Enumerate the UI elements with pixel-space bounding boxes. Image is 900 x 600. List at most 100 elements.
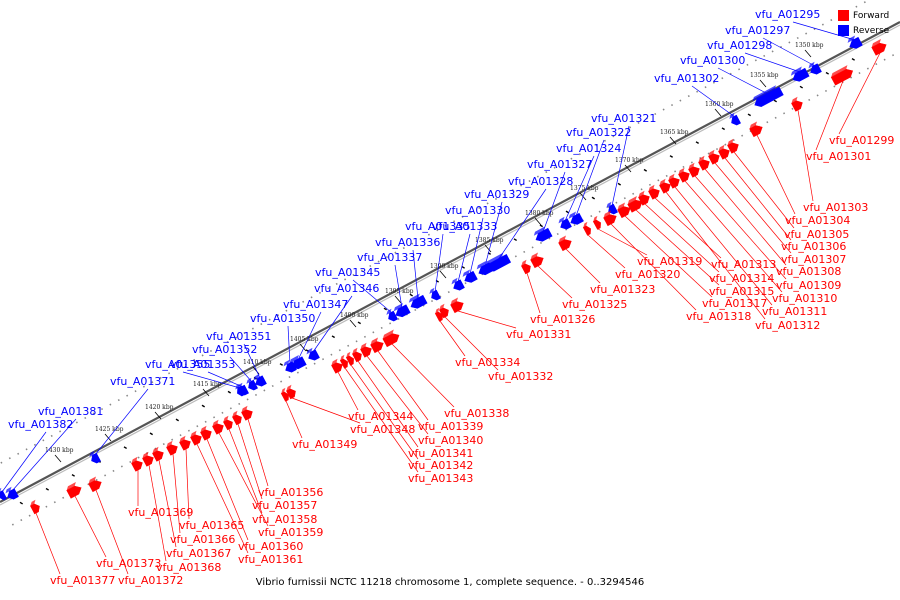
forward-gene-arrow <box>791 96 803 112</box>
forward-gene-label: vfu_A01301 <box>806 150 871 163</box>
forward-gene-arrow <box>638 190 650 206</box>
arrow-top-face <box>360 342 367 350</box>
reverse-gene-label: vfu_A01329 <box>464 188 529 201</box>
arrow-top-face <box>370 337 379 345</box>
reverse-swatch <box>838 25 849 36</box>
arrow-top-face <box>583 221 588 228</box>
reverse-leader-line <box>691 85 736 118</box>
forward-gene-arrow <box>648 184 660 200</box>
arrow-body <box>464 270 478 283</box>
reverse-leader-line <box>394 264 403 309</box>
arrow-top-face <box>668 173 675 181</box>
reverse-leader-line <box>611 125 630 207</box>
reverse-gene-label: vfu_A01321 <box>591 112 656 125</box>
arrow-top-face <box>246 377 252 384</box>
dash-mark <box>357 321 362 325</box>
legend-label: Forward <box>853 10 890 21</box>
forward-gene-arrow <box>179 435 191 451</box>
forward-gene-label: vfu_A01349 <box>292 438 357 451</box>
scale-tick-label: 1365 kbp <box>660 129 689 136</box>
arrow-body <box>434 311 443 322</box>
forward-gene-arrow <box>345 351 354 366</box>
forward-gene-label: vfu_A01372 <box>118 574 183 587</box>
forward-gene-arrow <box>708 149 720 165</box>
reverse-gene-arrow <box>246 377 258 391</box>
forward-gene-label: vfu_A01368 <box>156 561 221 574</box>
reverse-gene-label: vfu_A01336 <box>375 236 440 249</box>
forward-gene-arrow <box>212 419 224 435</box>
reverse-leader-line <box>792 21 856 41</box>
arrow-body <box>718 148 730 160</box>
reverse-gene-label: vfu_A01346 <box>314 282 379 295</box>
forward-leader-line <box>35 512 61 575</box>
arrow-body <box>190 434 202 446</box>
forward-gene-arrow <box>830 65 854 86</box>
reverse-gene-label: vfu_A01322 <box>566 126 631 139</box>
dash-mark <box>175 418 180 422</box>
arrow-body <box>142 455 154 467</box>
arrow-body <box>450 301 464 314</box>
arrow-body <box>792 67 810 82</box>
reverse-gene-label: vfu_A01295 <box>755 8 820 21</box>
forward-gene-arrow <box>339 354 348 369</box>
forward-gene-arrow <box>280 387 289 402</box>
arrow-top-face <box>831 65 848 78</box>
arrow-top-face <box>530 252 539 260</box>
forward-gene-label: vfu_A01318 <box>686 310 751 323</box>
scale-tick <box>202 388 210 397</box>
arrow-top-face <box>66 482 76 491</box>
reverse-gene-arrow <box>0 487 8 501</box>
reverse-gene-label: vfu_A01298 <box>707 39 772 52</box>
reverse-gene-label: vfu_A01350 <box>250 312 315 325</box>
arrow-top-face <box>289 355 299 364</box>
dash-mark <box>227 390 232 394</box>
arrow-top-face <box>688 162 695 170</box>
dash-mark <box>19 501 24 505</box>
forward-leader-line <box>526 272 541 314</box>
dash-mark <box>279 363 284 366</box>
arrow-top-face <box>253 373 260 381</box>
reverse-leader-line <box>497 188 547 261</box>
forward-gene-label: vfu_A01338 <box>444 407 509 420</box>
reverse-gene-arrow <box>235 383 246 397</box>
scale-tick-label: 1370 kbp <box>615 157 644 164</box>
forward-leader-line <box>285 400 303 439</box>
arrow-body <box>308 349 320 361</box>
scale-tick-label: 1420 kbp <box>145 404 174 411</box>
arrow-body <box>388 310 398 322</box>
scale-tick-label: 1355 kbp <box>750 72 779 79</box>
scale-tick <box>252 366 260 375</box>
forward-gene-label: vfu_A01367 <box>166 547 231 560</box>
forward-gene-arrow <box>558 235 572 252</box>
dash-mark <box>331 335 336 339</box>
arrow-top-face <box>752 85 776 102</box>
arrow-top-face <box>152 446 159 454</box>
arrow-top-face <box>232 410 238 417</box>
arrow-top-face <box>485 252 504 266</box>
scale-tick-label: 1380 kbp <box>525 210 554 217</box>
dash-mark <box>721 127 726 131</box>
reverse-gene-label: vfu_A01327 <box>527 158 592 171</box>
arrow-body <box>88 480 102 493</box>
forward-gene-arrow <box>718 144 730 160</box>
reverse-leader-line <box>484 201 503 267</box>
arrow-top-face <box>617 202 626 210</box>
arrow-body <box>678 171 690 183</box>
dash-mark <box>747 113 752 117</box>
scale-tick-label: 1425 kbp <box>95 426 124 433</box>
arrow-top-face <box>678 167 685 175</box>
arrow-body <box>648 188 660 200</box>
arrow-top-face <box>533 226 545 236</box>
arrow-body <box>248 379 258 391</box>
arrow-body <box>91 452 101 464</box>
arrow-body <box>849 36 863 49</box>
reverse-leader-line <box>469 217 484 275</box>
forward-gene-label: vfu_A01357 <box>252 499 317 512</box>
arrow-top-face <box>382 329 394 339</box>
forward-gene-arrow <box>286 384 296 400</box>
arrow-body <box>627 199 643 213</box>
forward-gene-label: vfu_A01356 <box>258 486 323 499</box>
scale-tick <box>394 295 402 304</box>
scale-tick-label: 1390 kbp <box>430 263 459 270</box>
arrow-body <box>232 414 242 426</box>
